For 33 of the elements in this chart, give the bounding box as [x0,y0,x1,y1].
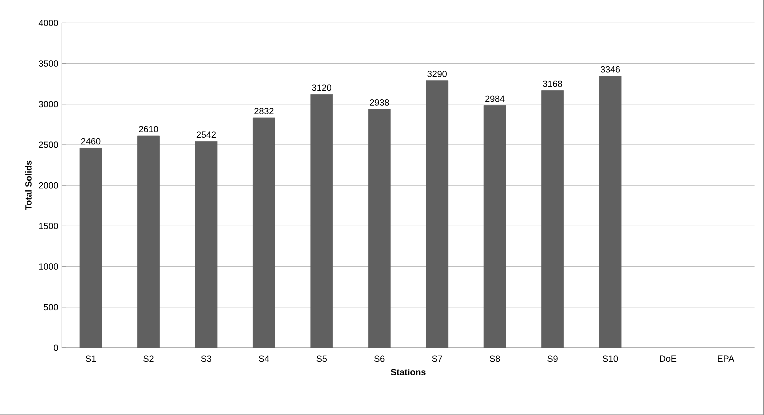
y-tick-label: 500 [44,304,58,311]
x-tick-label: S8 [490,356,500,362]
data-label: 2938 [370,99,390,106]
data-label: 2542 [196,132,216,138]
y-tick-label: 1000 [39,264,58,270]
data-label: 2984 [486,96,505,102]
x-tick-label: DoE [660,356,677,362]
y-tick-label: 0 [54,344,58,352]
data-label: 3168 [543,80,562,88]
y-tick-label: 4000 [38,20,58,26]
x-tick-label: S6 [374,356,385,362]
y-tick-label: 3500 [39,60,58,67]
data-label: 3346 [600,66,620,73]
x-axis-title: Stations [391,368,426,376]
x-tick-label: S5 [316,356,328,362]
x-tick-label: EPA [718,356,735,362]
x-tick-label: S9 [548,356,558,362]
data-label: 3290 [428,70,447,78]
data-label: 2460 [82,138,101,145]
data-label: 3120 [312,84,332,92]
y-axis-title: Total Solids [25,160,32,210]
x-tick-label: S3 [201,356,212,362]
x-tick-label: S10 [602,356,618,362]
data-label: 2832 [254,108,274,114]
x-tick-label: S1 [86,356,96,362]
x-tick-label: S4 [259,356,270,362]
x-tick-label: S7 [432,356,442,362]
x-tick-label: S2 [144,356,154,362]
y-tick-label: 2500 [39,142,58,148]
y-tick-label: 3000 [39,101,58,108]
y-tick-label: 2000 [39,182,58,189]
y-tick-label: 1500 [39,222,58,230]
data-label: 2610 [139,126,158,132]
